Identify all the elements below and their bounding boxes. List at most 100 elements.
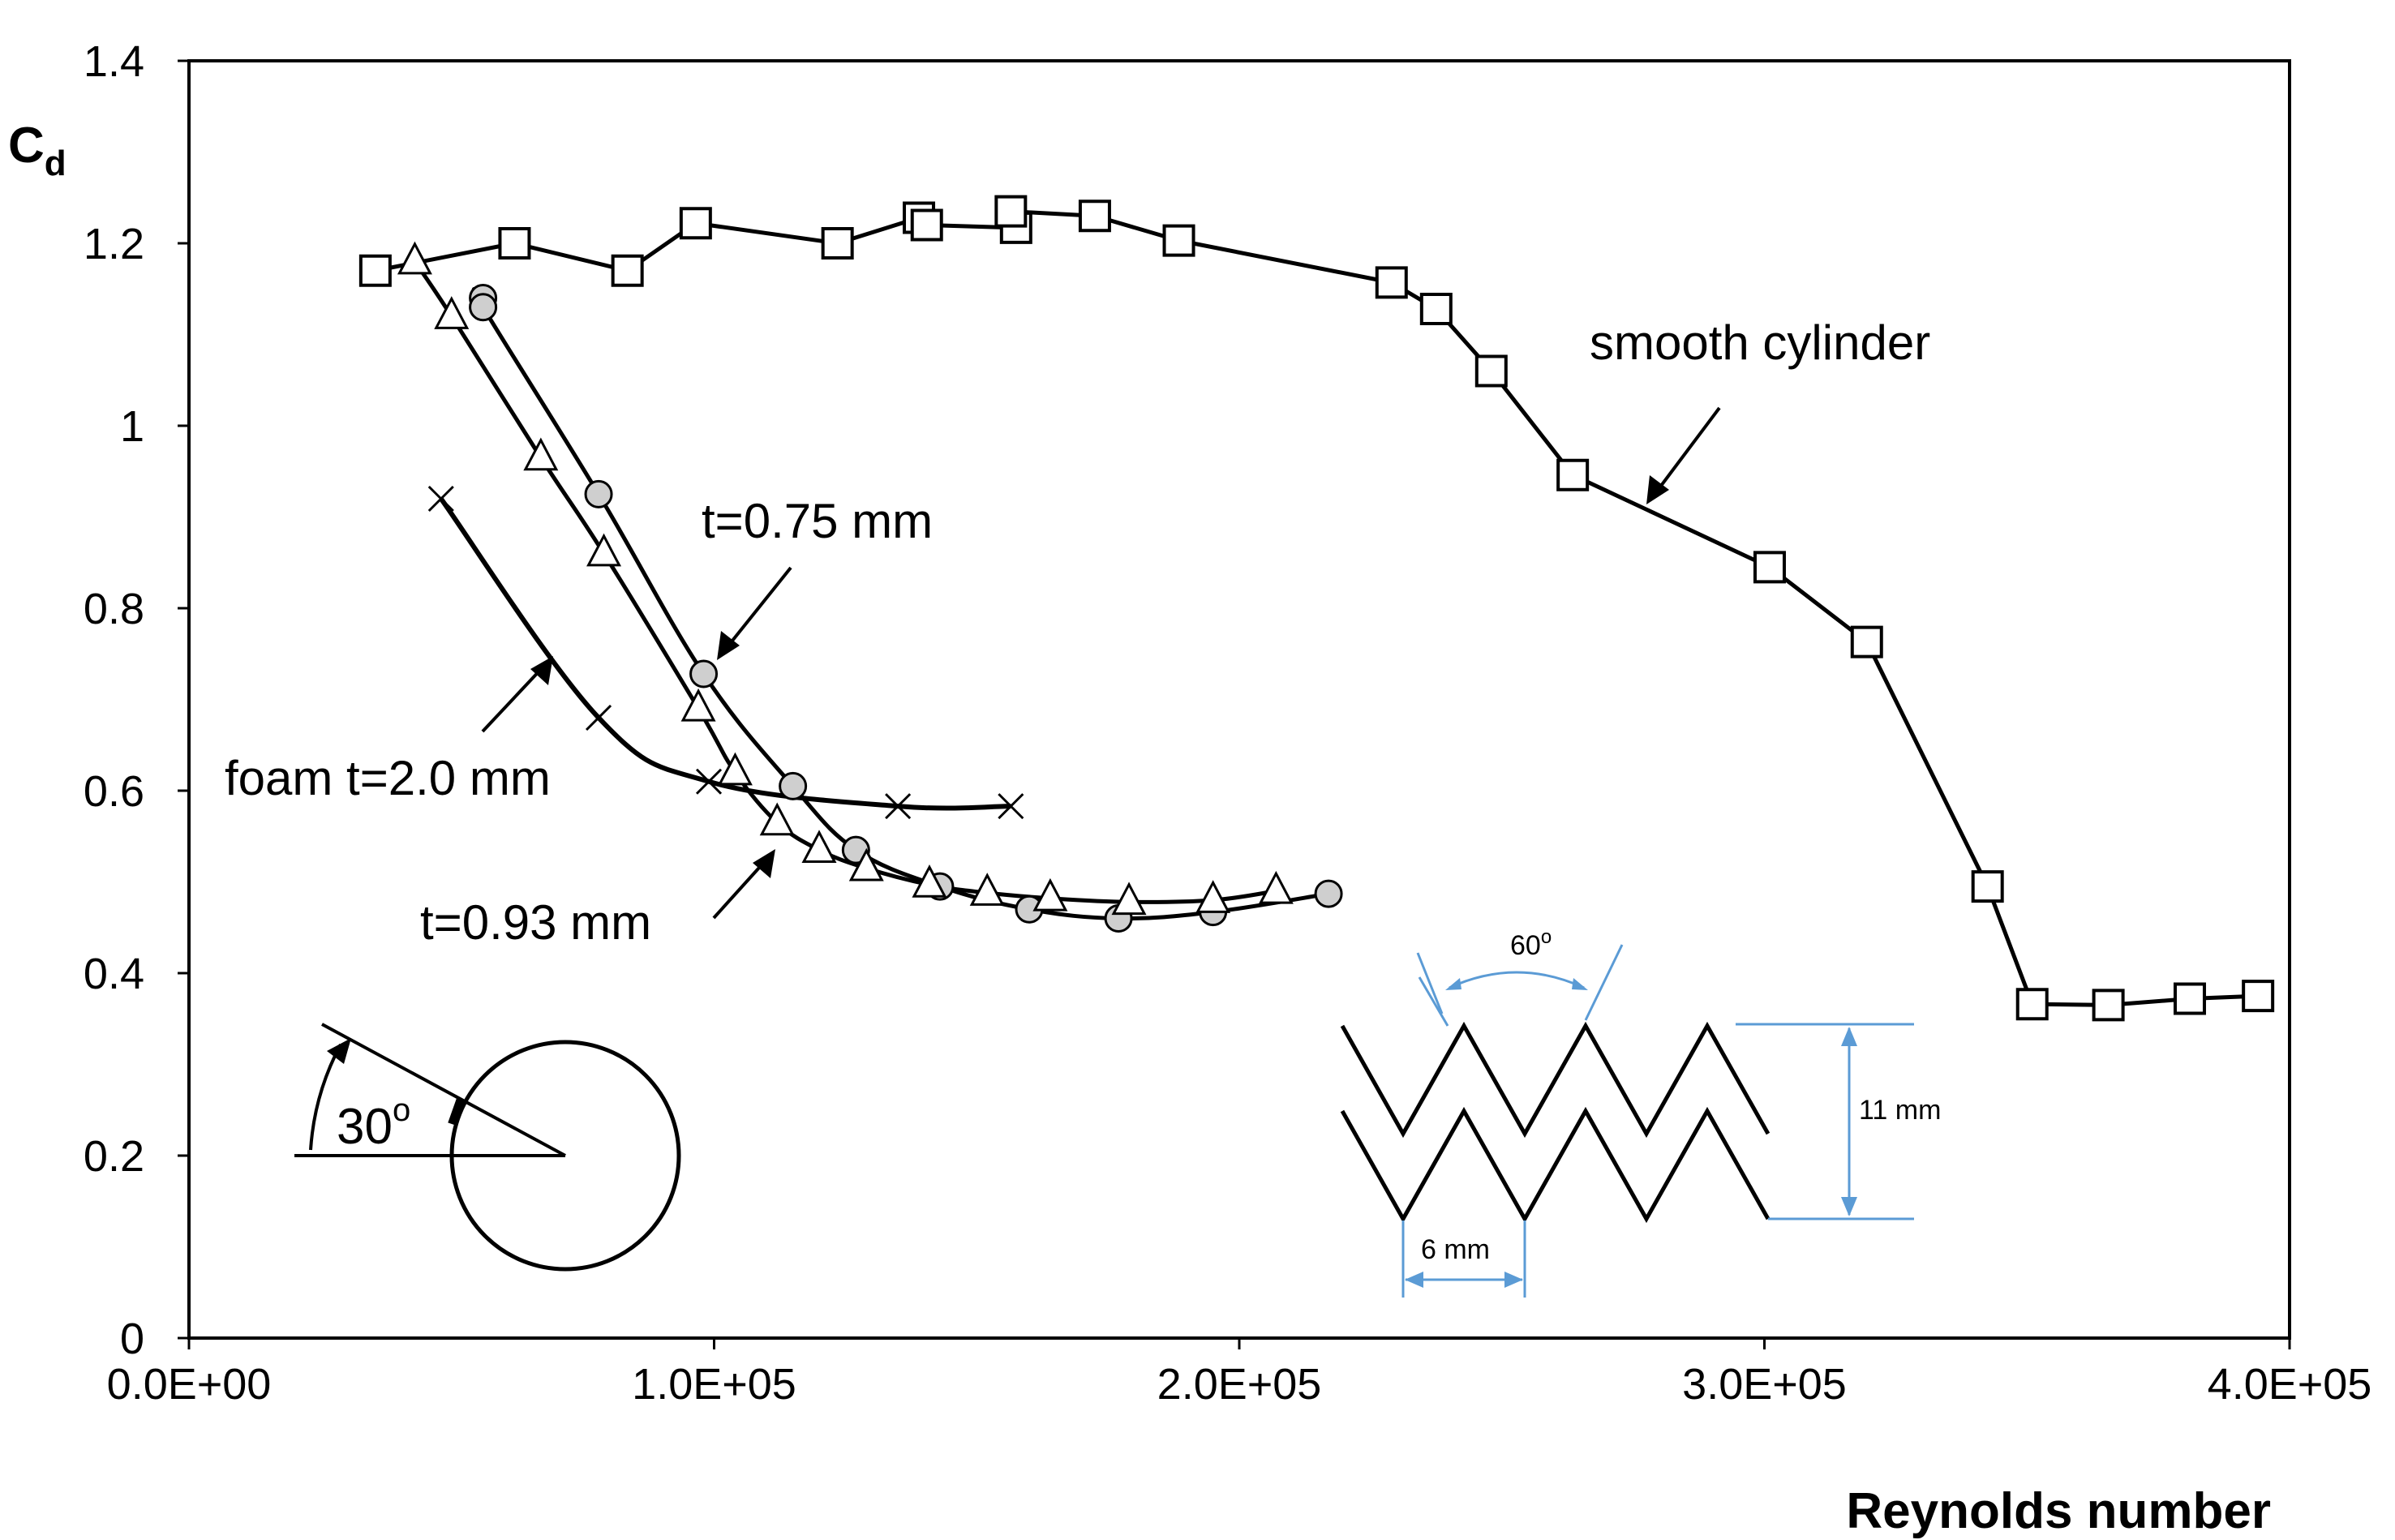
data-point-x xyxy=(695,768,723,795)
inset-foam-angle-guide-right xyxy=(1584,944,1624,1021)
data-point-circle xyxy=(689,659,719,688)
x-tick-label: 4.0E+05 xyxy=(2208,1360,2372,1409)
data-point-triangle xyxy=(1258,870,1294,904)
data-point-triangle xyxy=(717,752,753,786)
series-0-line-group xyxy=(375,209,2259,1007)
inset-foam-zigzag-top xyxy=(1340,1021,1770,1139)
inset-cylinder-arc-arrowhead xyxy=(327,1038,351,1064)
series-2-markers xyxy=(397,241,1294,916)
inset-foam-pitch-arrow-left xyxy=(1405,1272,1423,1288)
data-point-triangle xyxy=(969,873,1005,906)
data-point-square xyxy=(498,227,531,260)
data-point-circle xyxy=(584,479,613,508)
inset-cylinder-angle-unit: o xyxy=(393,1092,410,1128)
y-tick-label: 0 xyxy=(120,1315,144,1363)
inset-foam-angle-label: 60o xyxy=(1510,926,1552,961)
x-axis: 0.0E+00 1.0E+05 2.0E+05 3.0E+05 4.0E+05 xyxy=(107,1338,2372,1409)
inset-foam-height-arrow-bottom xyxy=(1841,1197,1857,1216)
annotation-smooth-label: smooth cylinder xyxy=(1590,315,1930,370)
series-line-triangle xyxy=(413,260,1277,904)
inset-foam-angle-value: 60 xyxy=(1510,930,1541,961)
data-point-circle xyxy=(779,771,808,800)
inset-cylinder-marker xyxy=(448,1097,465,1126)
annotation-t075-arrow xyxy=(724,566,792,650)
annotation-t093-arrowhead xyxy=(753,849,775,878)
series-line-circle xyxy=(471,287,1329,921)
data-point-square xyxy=(1078,199,1111,233)
inset-foam-angle-unit: o xyxy=(1541,926,1552,948)
inset-cylinder-angle-value: 30 xyxy=(337,1099,393,1155)
annotation-foam-label: foam t=2.0 mm xyxy=(225,751,551,805)
x-axis-title: Reynolds number xyxy=(1846,1483,2271,1539)
annotation-t075: t=0.75 mm xyxy=(702,494,933,660)
data-point-square xyxy=(2173,982,2206,1015)
data-point-square xyxy=(1556,458,1590,491)
annotation-t093-label: t=0.93 mm xyxy=(420,895,651,950)
data-point-triangle xyxy=(912,864,947,898)
inset-foam-zigzag-bottom xyxy=(1340,1106,1770,1224)
y-tick-label: 0.4 xyxy=(84,950,144,998)
inset-foam-angle-guide-left2 xyxy=(1416,952,1444,1015)
data-point-square xyxy=(1419,293,1453,325)
inset-foam-angle-arrow-left xyxy=(1445,978,1461,990)
x-tick-label: 2.0E+05 xyxy=(1157,1360,1322,1409)
data-point-triangle xyxy=(397,241,432,275)
inset-foam-height-label: 11 mm xyxy=(1859,1095,1941,1126)
data-point-triangle xyxy=(801,830,837,864)
data-point-triangle xyxy=(1111,882,1147,916)
data-point-square xyxy=(679,207,712,240)
annotation-foam-arrow xyxy=(481,665,545,733)
x-tick-label: 3.0E+05 xyxy=(1682,1360,1847,1409)
data-point-square xyxy=(611,254,644,287)
data-point-square xyxy=(1850,625,1883,658)
series-3-markers xyxy=(427,485,1024,820)
inset-foam-pitch-arrow-right xyxy=(1504,1272,1523,1288)
data-point-square xyxy=(1474,354,1508,388)
data-point-square xyxy=(2015,988,2049,1021)
y-axis-title-main: C xyxy=(8,118,45,174)
y-tick-label: 1.4 xyxy=(84,37,144,86)
data-point-triangle xyxy=(680,688,716,722)
data-point-square xyxy=(2092,989,2125,1022)
data-point-circle xyxy=(1314,879,1343,908)
y-tick-label: 1.2 xyxy=(84,220,144,268)
series-2-line-group xyxy=(413,260,1277,904)
series-line-square xyxy=(375,209,2259,1007)
data-point-circle xyxy=(469,293,498,322)
data-point-x xyxy=(998,793,1024,820)
y-axis-title: Cd xyxy=(8,118,67,183)
annotation-smooth-arrowhead xyxy=(1646,475,1669,504)
data-point-square xyxy=(1162,224,1195,257)
y-tick-label: 0.6 xyxy=(84,767,144,816)
annotation-foam: foam t=2.0 mm xyxy=(225,656,553,805)
data-point-square xyxy=(1753,551,1786,584)
x-tick-label: 0.0E+00 xyxy=(107,1360,272,1409)
y-tick-label: 1 xyxy=(120,402,144,451)
y-tick-label: 0.8 xyxy=(84,585,144,633)
series-1-line-group xyxy=(471,287,1329,921)
y-axis: 0 0.2 0.4 0.6 0.8 1 1.2 1.4 xyxy=(84,37,189,1363)
x-tick-label: 1.0E+05 xyxy=(632,1360,796,1409)
annotation-t075-arrowhead xyxy=(717,631,740,660)
inset-foam-pitch-label: 6 mm xyxy=(1421,1234,1490,1265)
inset-cylinder-angle-label: 30o xyxy=(337,1092,410,1155)
inset-foam-angle-arrow-right xyxy=(1572,978,1588,990)
data-point-square xyxy=(821,227,854,260)
annotation-t093-arrow xyxy=(712,858,768,920)
inset-foam-height-arrow-top xyxy=(1841,1027,1857,1046)
data-point-x xyxy=(427,485,454,513)
inset-cylinder-radial xyxy=(321,1023,566,1157)
inset-foam-angle-arc xyxy=(1449,971,1585,989)
data-point-square xyxy=(994,195,1028,228)
inset-foam: 60o 11 mm 6 mm xyxy=(1337,908,1985,1322)
data-point-triangle xyxy=(586,533,622,567)
series-3-line-group xyxy=(439,497,1011,811)
data-point-square xyxy=(1375,266,1408,299)
data-point-square xyxy=(2242,980,2275,1013)
y-axis-title-sub: d xyxy=(45,144,67,183)
y-tick-label: 0.2 xyxy=(84,1132,144,1181)
series-layer xyxy=(358,195,2275,1022)
annotation-t093: t=0.93 mm xyxy=(420,849,775,950)
data-point-x xyxy=(885,793,912,820)
